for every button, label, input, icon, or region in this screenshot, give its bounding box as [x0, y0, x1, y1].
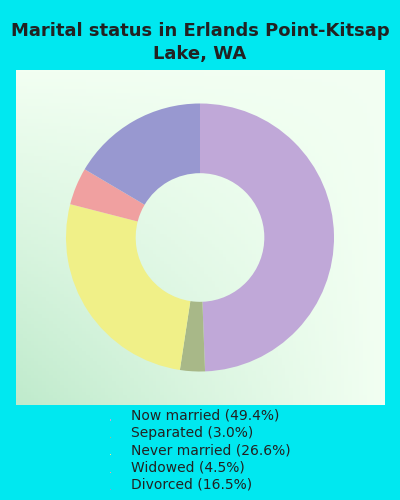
- Wedge shape: [200, 104, 334, 372]
- Legend: Now married (49.4%), Separated (3.0%), Never married (26.6%), Widowed (4.5%), Di: Now married (49.4%), Separated (3.0%), N…: [110, 408, 290, 492]
- Wedge shape: [180, 301, 205, 372]
- Wedge shape: [70, 170, 145, 222]
- Wedge shape: [66, 204, 190, 370]
- Text: Marital status in Erlands Point-Kitsap
Lake, WA: Marital status in Erlands Point-Kitsap L…: [11, 22, 389, 62]
- Wedge shape: [85, 104, 200, 205]
